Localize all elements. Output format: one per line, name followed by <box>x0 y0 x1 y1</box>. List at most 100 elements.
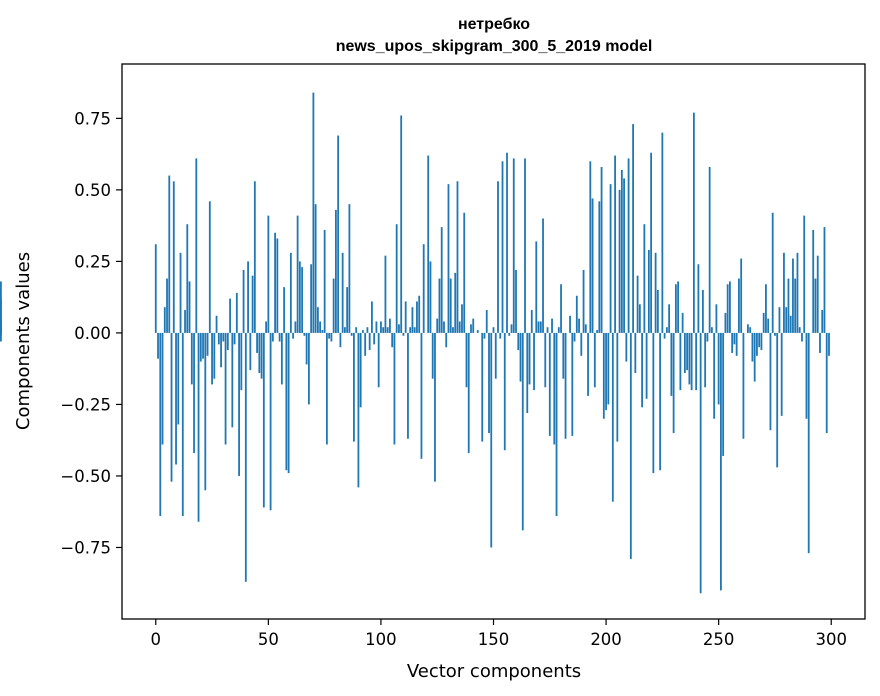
bar <box>271 332 274 342</box>
bar <box>447 184 450 333</box>
bar <box>584 324 587 333</box>
bar <box>337 135 340 333</box>
bar <box>323 229 326 333</box>
bar <box>747 324 749 333</box>
bar <box>226 332 229 351</box>
bar <box>220 332 222 368</box>
bar <box>427 155 430 333</box>
bar <box>420 332 423 459</box>
bar <box>825 332 828 434</box>
bar <box>665 327 668 333</box>
bar <box>497 181 499 333</box>
bar <box>798 327 801 333</box>
bar <box>803 215 806 333</box>
bar <box>154 244 157 333</box>
bar <box>733 332 736 345</box>
bar <box>321 330 324 333</box>
y-tick-label: 0.50 <box>74 181 111 200</box>
bar <box>452 327 454 333</box>
bar <box>715 304 718 333</box>
bar <box>353 332 355 442</box>
bar <box>362 330 364 333</box>
bar <box>627 158 630 333</box>
bar <box>510 324 513 333</box>
chart-title-line-1: нетребко <box>458 16 530 33</box>
bar <box>636 275 639 333</box>
bar <box>172 181 175 333</box>
bar <box>629 332 632 559</box>
bar <box>501 161 504 333</box>
bar <box>632 124 634 333</box>
bar <box>756 332 758 356</box>
bar <box>787 278 790 333</box>
bar <box>413 327 416 333</box>
bar <box>0 332 2 342</box>
bar <box>726 284 729 333</box>
bar <box>348 204 351 333</box>
bar <box>341 252 344 333</box>
bar <box>443 321 445 333</box>
bar <box>303 332 306 336</box>
bar <box>368 332 371 351</box>
bar <box>438 278 441 333</box>
bar <box>294 321 297 333</box>
y-tick-label: 0.00 <box>74 324 111 343</box>
y-tick-label: −0.50 <box>60 467 111 486</box>
x-tick-label: 200 <box>590 630 622 649</box>
bar <box>170 332 173 482</box>
bar <box>789 315 792 333</box>
bar <box>722 332 725 456</box>
bar <box>605 332 607 411</box>
bar <box>794 278 797 333</box>
bar <box>499 332 502 339</box>
bar <box>238 332 240 476</box>
bar <box>634 332 637 373</box>
bar <box>267 215 270 333</box>
bar <box>199 332 202 362</box>
bar <box>253 181 256 333</box>
bar <box>620 169 623 333</box>
bar <box>256 332 258 353</box>
bar <box>690 332 693 391</box>
bar <box>537 321 540 333</box>
bar <box>704 332 707 388</box>
bar <box>314 204 317 333</box>
bar <box>805 332 808 419</box>
bar <box>283 287 286 333</box>
bar <box>217 332 220 345</box>
bar <box>711 327 713 333</box>
bar <box>521 332 524 531</box>
bar <box>596 330 598 333</box>
bar <box>659 332 662 471</box>
bar <box>783 252 785 333</box>
chart-title: нетребко news_upos_skipgram_300_5_2019 m… <box>336 16 653 55</box>
x-tick-label: 250 <box>703 630 735 649</box>
bar <box>470 324 472 333</box>
bar <box>674 284 677 333</box>
bar <box>242 269 245 333</box>
bar <box>494 332 497 379</box>
bar <box>778 307 781 333</box>
bar <box>357 332 360 488</box>
bar <box>519 332 522 382</box>
bar <box>792 258 794 333</box>
bar <box>485 310 488 333</box>
chart-title-line-2: news_upos_skipgram_300_5_2019 model <box>336 38 653 55</box>
bar <box>312 92 315 333</box>
bar <box>163 307 166 333</box>
bar <box>251 275 254 333</box>
bar <box>697 264 700 333</box>
bar <box>391 332 394 348</box>
y-tick-label: 0.75 <box>74 109 111 128</box>
bar <box>249 332 252 371</box>
x-tick-label: 150 <box>478 630 510 649</box>
bar <box>278 332 281 342</box>
bar <box>555 332 558 517</box>
bar <box>319 321 322 333</box>
bar <box>645 332 648 399</box>
bar <box>186 224 189 333</box>
bar <box>429 261 432 333</box>
bar <box>618 189 621 333</box>
bar <box>458 321 461 333</box>
bar <box>260 332 263 379</box>
